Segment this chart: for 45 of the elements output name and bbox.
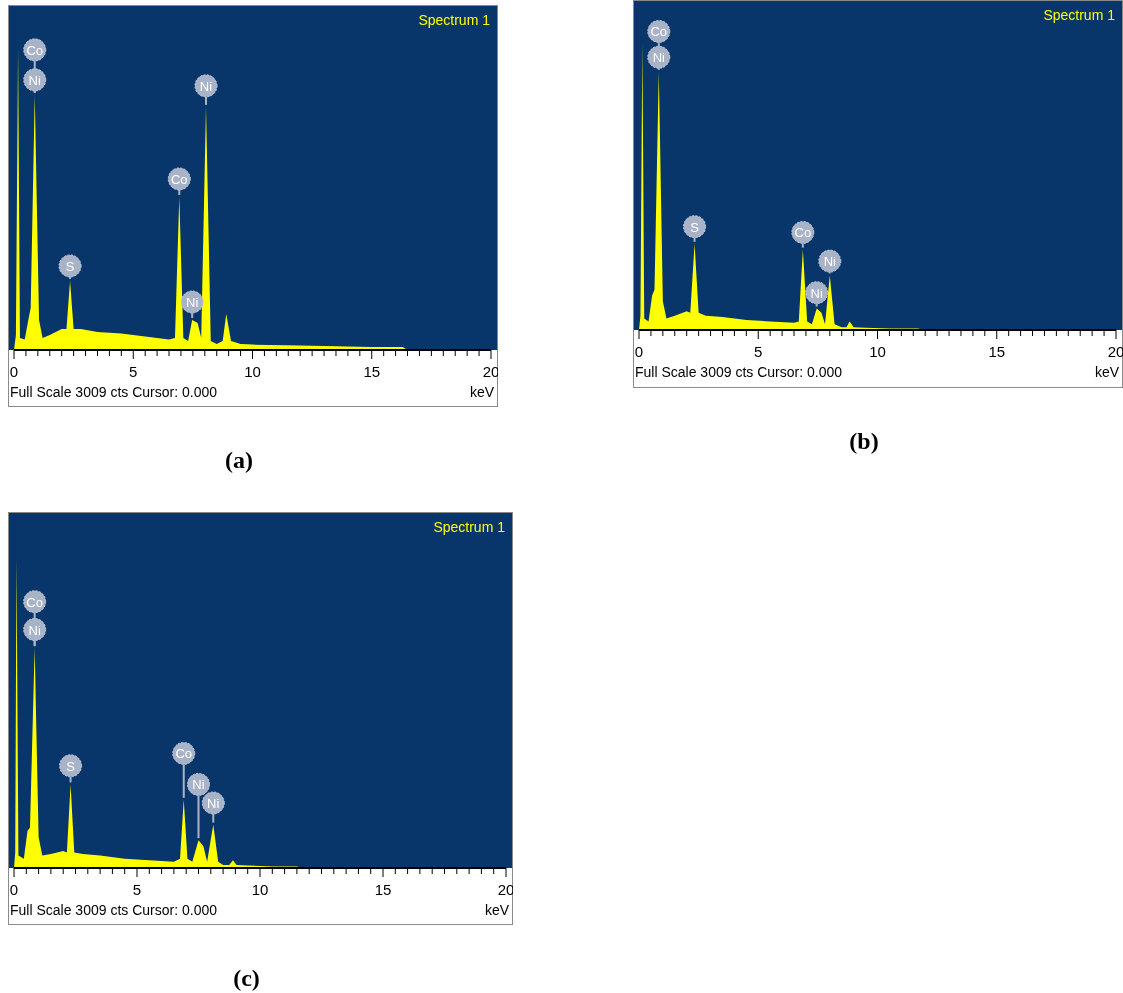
annotation: Ni — [207, 795, 220, 811]
x-tick-label: 10 — [251, 881, 269, 898]
annotation: S — [65, 258, 75, 274]
annotation: Ni — [28, 622, 41, 638]
x-tick-label: 0 — [634, 343, 644, 360]
chart-title: Spectrum 1 — [418, 12, 491, 28]
annotation: Co — [794, 225, 812, 241]
text: (a) — [225, 447, 253, 474]
annotation: Ni — [186, 294, 199, 310]
text: (c) — [233, 965, 260, 992]
annotation: Ni — [199, 78, 213, 94]
annotation: Ni — [192, 777, 205, 793]
x-tick-label: 0 — [9, 363, 19, 380]
annotation: S — [66, 758, 76, 774]
x-axis-title: keV — [1094, 364, 1120, 380]
annotation: Ni — [28, 72, 41, 88]
x-tick-label: 20 — [482, 363, 500, 380]
annotation: Co — [26, 594, 43, 610]
x-tick-label: 15 — [363, 363, 381, 380]
annotation: Ni — [810, 285, 823, 301]
annotation: Ni — [652, 50, 666, 66]
x-tick-label: 10 — [244, 363, 261, 380]
text: Full Scale 3009 cts Cursor: 0.000 — [635, 364, 843, 380]
x-tick-label: 10 — [869, 343, 886, 360]
annotation: Co — [175, 746, 193, 762]
x-axis-title: keV — [469, 384, 495, 400]
x-tick-label: 15 — [988, 343, 1006, 360]
annotation: S — [690, 219, 700, 235]
text: (b) — [849, 428, 879, 455]
annotation: Co — [650, 24, 668, 40]
annotation: Co — [26, 42, 44, 58]
x-tick-label: 20 — [1107, 343, 1123, 360]
chart-title: Spectrum 1 — [1043, 7, 1116, 23]
x-tick-label: 0 — [9, 881, 19, 898]
x-tick-label: 20 — [497, 881, 515, 898]
annotation: Ni — [823, 254, 837, 270]
text: Full Scale 3009 cts Cursor: 0.000 — [10, 902, 218, 918]
x-tick-label: 5 — [132, 881, 142, 898]
x-tick-label: 5 — [129, 363, 138, 380]
text: Full Scale 3009 cts Cursor: 0.000 — [10, 384, 218, 400]
x-tick-label: 5 — [754, 343, 763, 360]
x-tick-label: 15 — [374, 881, 392, 898]
annotation: Co — [170, 171, 188, 187]
chart-title: Spectrum 1 — [433, 519, 506, 535]
x-axis-title: keV — [484, 902, 510, 918]
